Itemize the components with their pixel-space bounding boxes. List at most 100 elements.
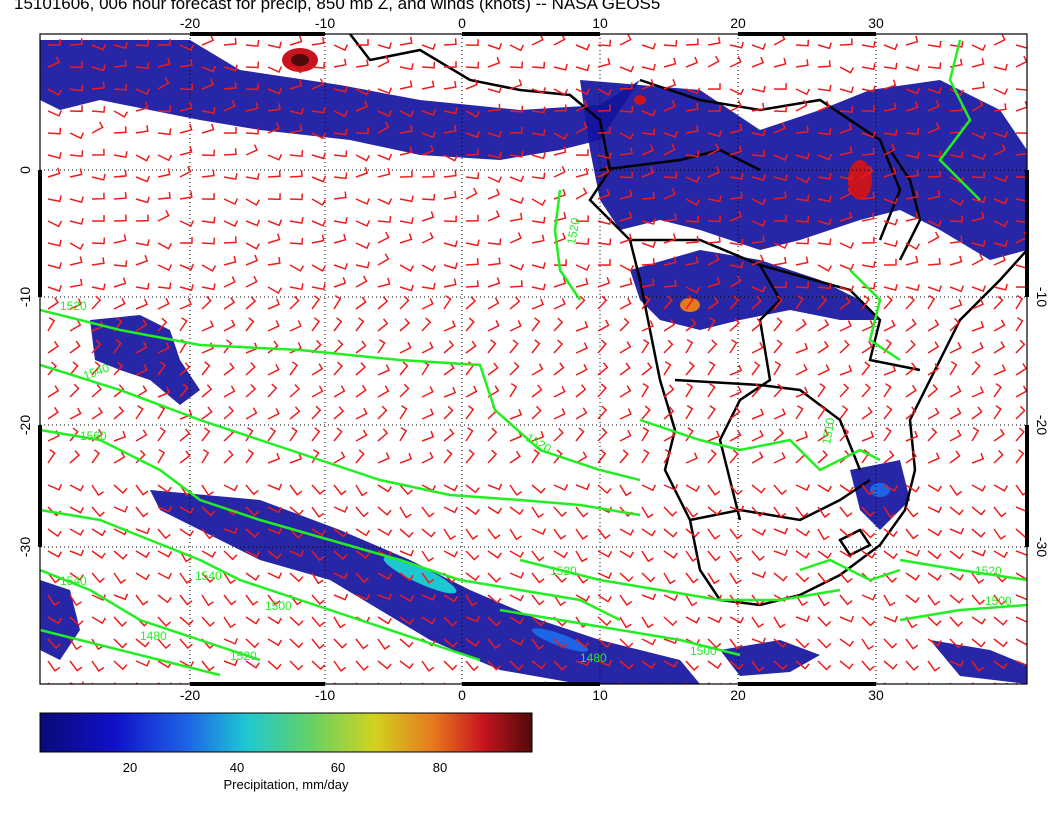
- wind-barb: [708, 105, 721, 112]
- wind-barb: [971, 549, 987, 557]
- wind-barb: [685, 338, 694, 354]
- wind-barb: [91, 384, 102, 398]
- wind-barb: [729, 339, 738, 354]
- wind-barb: [509, 105, 524, 113]
- wind-barb: [333, 638, 348, 649]
- wind-barb: [685, 550, 699, 562]
- wind-barb: [355, 220, 371, 227]
- lon-label: 0: [458, 15, 466, 31]
- wind-barb: [135, 429, 148, 442]
- wind-barb: [289, 66, 305, 74]
- wind-barb: [817, 428, 830, 442]
- wind-barb: [421, 572, 435, 584]
- wind-barb: [707, 383, 716, 398]
- wind-barb: [971, 452, 985, 464]
- wind-barb: [553, 660, 568, 671]
- wind-barb: [839, 660, 854, 670]
- wind-barb: [421, 528, 436, 538]
- wind-barb: [905, 484, 920, 493]
- wind-barb: [91, 528, 107, 537]
- wind-barb: [751, 220, 767, 227]
- wind-barb: [135, 175, 151, 183]
- wind-barb: [267, 66, 283, 73]
- wind-barb: [311, 484, 325, 495]
- wind-barb: [333, 58, 347, 68]
- wind-barb: [597, 594, 612, 603]
- wind-barb: [399, 80, 413, 90]
- wind-barb: [751, 43, 767, 51]
- wind-barb: [839, 364, 853, 376]
- wind-barb: [509, 280, 523, 288]
- wind-barb: [663, 550, 678, 559]
- wind-barb: [597, 166, 610, 178]
- wind-barb: [179, 550, 192, 563]
- wind-barb: [179, 146, 193, 156]
- wind-barb: [1015, 363, 1027, 376]
- wind-barb: [971, 506, 986, 516]
- wind-barb: [751, 318, 763, 332]
- wind-barb: [751, 571, 767, 579]
- wind-barb: [663, 143, 676, 156]
- wind-barb: [927, 231, 940, 244]
- wind-barb: [487, 572, 502, 583]
- wind-barb: [377, 216, 392, 223]
- wind-barb: [685, 318, 697, 332]
- wind-barb: [861, 383, 871, 398]
- wind-barb: [949, 104, 963, 112]
- wind-barb: [927, 528, 943, 537]
- wind-barb: [553, 638, 568, 649]
- wind-barb: [663, 528, 678, 538]
- wind-barb: [180, 237, 193, 244]
- wind-barb: [356, 39, 369, 46]
- wind-barb: [883, 319, 896, 332]
- wind-barb: [47, 660, 61, 672]
- wind-barb: [487, 277, 501, 288]
- wind-barb: [795, 281, 810, 289]
- wind-barb: [201, 283, 216, 291]
- wind-barb: [509, 382, 518, 398]
- wind-barb: [531, 550, 545, 562]
- wind-barb: [69, 242, 85, 251]
- wind-barb: [91, 361, 101, 376]
- wind-barb: [729, 295, 740, 310]
- wind-barb: [157, 242, 173, 250]
- wind-barb: [795, 39, 810, 47]
- wind-barb: [905, 318, 917, 332]
- wind-barb: [311, 528, 327, 537]
- wind-barb: [553, 572, 567, 584]
- wind-barb: [729, 210, 743, 222]
- wind-barb: [267, 572, 283, 580]
- wind-barb: [729, 124, 743, 134]
- wind-barb: [993, 550, 1009, 559]
- wind-barb: [92, 215, 105, 222]
- wind-barb: [355, 198, 371, 205]
- wind-barb: [1015, 220, 1027, 223]
- wind-barb: [223, 449, 234, 464]
- wind-barb: [421, 550, 435, 563]
- wind-barb: [905, 35, 919, 46]
- wind-barb: [135, 39, 150, 47]
- wind-barb: [641, 362, 653, 376]
- wind-barb: [905, 572, 920, 581]
- wind-barb: [619, 34, 632, 46]
- wind-barb: [355, 593, 371, 601]
- wind-barb: [905, 212, 919, 222]
- wind-barb: [157, 427, 167, 442]
- wind-barb: [993, 484, 1009, 492]
- wind-barb: [971, 99, 984, 112]
- wind-barb: [113, 616, 128, 627]
- wind-barb: [201, 123, 215, 134]
- wind-barb: [905, 616, 918, 629]
- wind-barb: [509, 339, 519, 354]
- wind-barb: [47, 110, 63, 117]
- wind-barb: [993, 131, 1009, 139]
- wind-barb: [993, 254, 1006, 266]
- wind-barb: [245, 484, 259, 496]
- wind-barb: [157, 386, 171, 398]
- wind-barb: [421, 80, 435, 90]
- wind-barb: [663, 361, 672, 376]
- wind-barb: [69, 361, 79, 376]
- wind-barb: [509, 320, 522, 332]
- wind-barb: [971, 196, 986, 204]
- wind-barb: [575, 483, 591, 491]
